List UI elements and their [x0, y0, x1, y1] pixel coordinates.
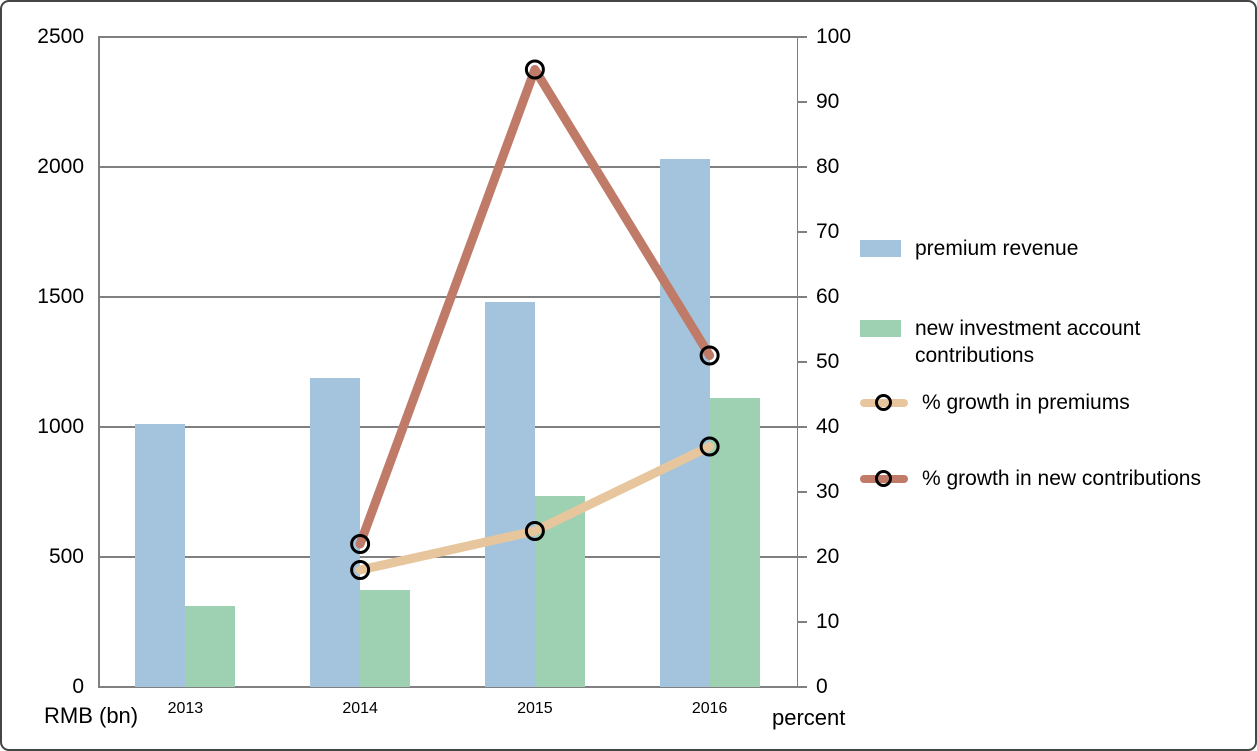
right-tick-label-80: 80	[816, 155, 840, 178]
x-label-2015: 2015	[517, 700, 553, 717]
gridline-2500	[98, 36, 797, 38]
bar-premium-revenue-2014	[310, 377, 361, 687]
right-tick-label-90: 90	[816, 90, 840, 113]
line-growth-in-premiums	[355, 442, 715, 575]
right-tick-60	[797, 296, 807, 298]
left-tick-label-2500: 2500	[37, 25, 84, 48]
marker-growth-in-new-contributions-1	[524, 59, 545, 80]
left-tick-label-1500: 1500	[37, 285, 84, 308]
right-tick-90	[797, 101, 807, 103]
legend-label-premium-revenue: premium revenue	[915, 237, 1079, 260]
x-label-2016: 2016	[691, 700, 728, 717]
right-tick-50	[797, 361, 807, 363]
x-label-2014: 2014	[342, 700, 378, 717]
marker-growth-in-new-contributions-2	[699, 345, 720, 366]
legend-item-growth-in-new-contributions: % growth in new contributions	[860, 465, 1201, 492]
gridline-1000	[98, 426, 797, 428]
right-tick-label-10: 10	[816, 610, 840, 633]
marker-growth-in-premiums-2	[699, 436, 720, 457]
right-tick-10	[797, 621, 807, 623]
left-tick-label-500: 500	[48, 545, 84, 568]
legend-item-growth-in-premiums: % growth in premiums	[860, 389, 1130, 416]
left-tick-label-2000: 2000	[37, 155, 84, 178]
gridline-500	[98, 556, 797, 558]
marker-growth-in-new-contributions-0	[350, 534, 371, 554]
right-tick-100	[797, 36, 807, 38]
legend-label-growth-in-premiums: % growth in premiums	[922, 391, 1130, 414]
bar-new-investment-account-contributions-2013	[185, 606, 236, 687]
left-axis-line	[98, 37, 100, 688]
legend-swatch-new-investment-account-contributions	[860, 320, 901, 337]
right-tick-label-50: 50	[816, 350, 840, 373]
legend-marker-growth-in-new-contributions-icon	[875, 470, 892, 487]
right-tick-label-20: 20	[816, 545, 840, 568]
legend-item-new-investment-account-contributions: new investment account contributions	[860, 315, 1245, 369]
line-growth-in-new-contributions	[355, 65, 715, 549]
right-tick-40	[797, 426, 807, 428]
marker-growth-in-premiums-0	[350, 560, 371, 580]
right-tick-0	[797, 686, 807, 688]
bar-new-investment-account-contributions-2014	[360, 589, 411, 687]
bar-premium-revenue-2016	[659, 159, 710, 687]
gridline-2000	[98, 166, 797, 168]
bar-premium-revenue-2013	[135, 424, 186, 687]
x-label-2013: 2013	[167, 700, 204, 717]
right-tick-label-40: 40	[816, 415, 840, 438]
right-tick-80	[797, 166, 807, 168]
legend-item-premium-revenue: premium revenue	[860, 235, 1078, 262]
right-tick-30	[797, 491, 807, 493]
right-tick-label-70: 70	[816, 220, 840, 243]
right-tick-label-30: 30	[816, 480, 840, 503]
bar-premium-revenue-2015	[484, 302, 535, 687]
marker-growth-in-premiums-1	[524, 521, 545, 541]
legend-label-new-investment-account-contributions: new investment account contributions	[915, 317, 1141, 367]
right-tick-label-60: 60	[816, 285, 840, 308]
gridline-0	[98, 686, 797, 688]
right-tick-label-0: 0	[816, 675, 828, 698]
line-layer	[350, 59, 720, 580]
right-tick-70	[797, 231, 807, 233]
right-axis-title: percent	[772, 705, 846, 730]
legend-swatch-premium-revenue	[860, 240, 901, 257]
right-tick-20	[797, 556, 807, 558]
legend-marker-growth-in-premiums-icon	[875, 394, 892, 411]
left-tick-label-1000: 1000	[37, 415, 84, 438]
plot-area	[98, 36, 797, 688]
legend-swatch-growth-in-new-contributions	[860, 468, 908, 489]
legend-swatch-growth-in-premiums	[860, 392, 908, 413]
left-tick-label-0: 0	[72, 675, 84, 698]
legend-label-growth-in-new-contributions: % growth in new contributions	[922, 467, 1201, 490]
right-tick-label-100: 100	[816, 25, 852, 48]
left-axis-title: RMB (bn)	[44, 703, 139, 728]
